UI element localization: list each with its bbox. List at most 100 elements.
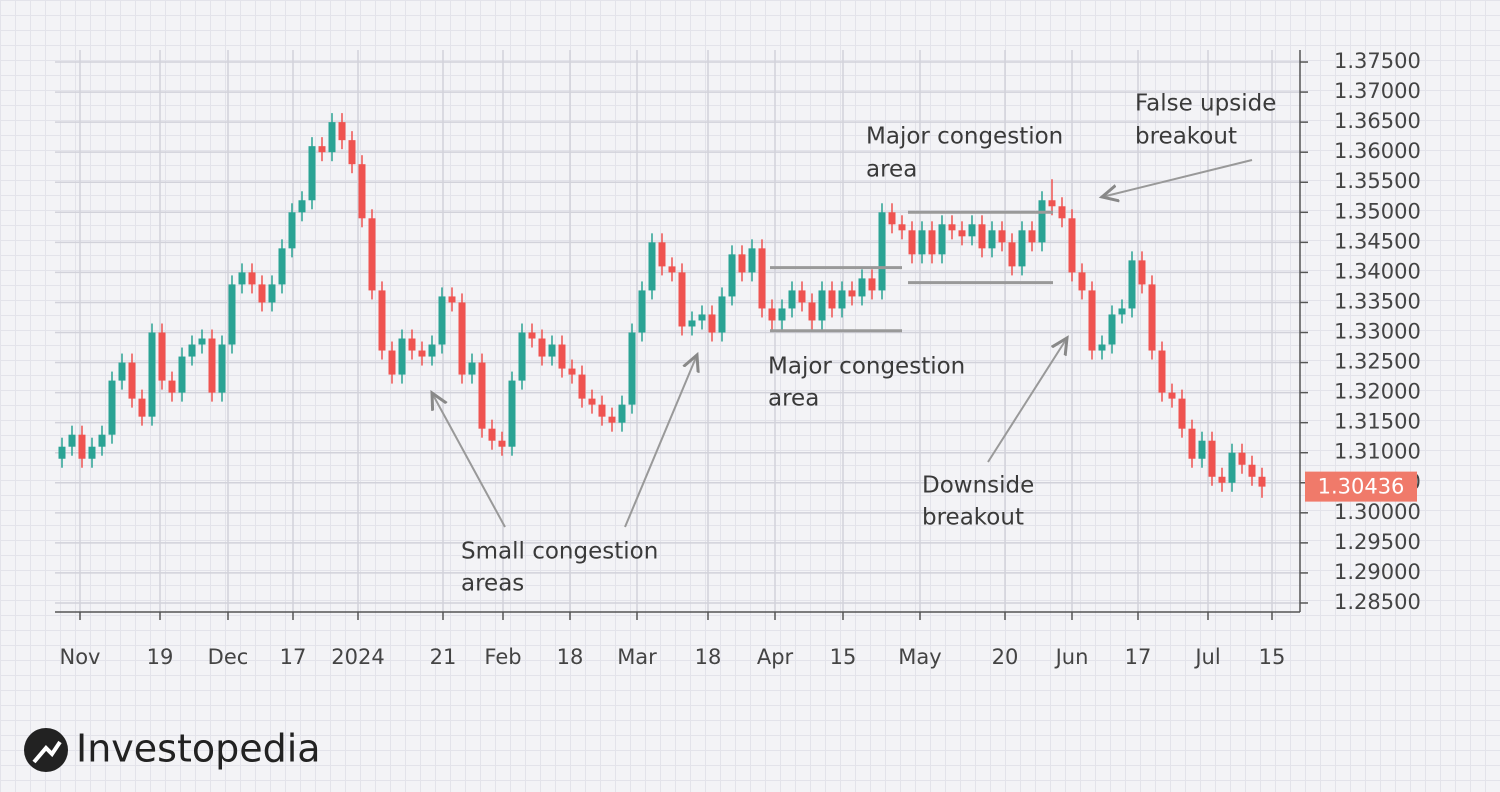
candle-body <box>268 284 276 303</box>
x-tick-label: Dec <box>208 645 249 669</box>
candle-body <box>578 374 586 399</box>
annotation: area <box>866 157 917 183</box>
candle-body <box>278 248 286 285</box>
candle-body <box>338 122 346 141</box>
y-tick-label: 1.34000 <box>1334 259 1421 283</box>
candle-body <box>68 434 76 447</box>
candle-body <box>508 380 516 447</box>
candle-body <box>88 446 96 459</box>
y-tick-label: 1.34500 <box>1334 229 1421 253</box>
x-tick-label: 2024 <box>331 645 384 669</box>
candle-body <box>548 344 556 357</box>
candle-body <box>1098 344 1106 351</box>
x-tick-label: Jul <box>1193 645 1220 669</box>
candle-body <box>978 224 986 249</box>
x-tick-label: Mar <box>617 645 657 669</box>
y-tick-label: 1.29500 <box>1334 530 1421 554</box>
y-tick-label: 1.32500 <box>1334 350 1421 374</box>
candle-body <box>428 344 436 357</box>
y-tick-label: 1.35000 <box>1334 199 1421 223</box>
candle-body <box>228 284 236 345</box>
candle-body <box>1078 272 1086 291</box>
annotation: areas <box>461 571 524 597</box>
candle-body <box>598 404 606 417</box>
candle-body <box>848 290 856 297</box>
candle-body <box>438 296 446 345</box>
candle-body <box>458 302 466 375</box>
arrow <box>432 393 506 528</box>
candle-body <box>778 308 786 321</box>
candle-body <box>218 344 226 393</box>
candle-body <box>608 416 616 423</box>
candle-body <box>948 224 956 231</box>
candle-body <box>258 284 266 303</box>
candle-body <box>768 308 776 321</box>
candle-body <box>328 122 336 153</box>
candle-body <box>838 290 846 309</box>
candle-body <box>758 248 766 309</box>
candle-body <box>808 302 816 321</box>
arrow <box>1102 159 1253 197</box>
candle-body <box>968 224 976 237</box>
candle-body <box>528 332 536 339</box>
candle-body <box>708 314 716 333</box>
candle-body <box>1158 350 1166 393</box>
candle-body <box>718 296 726 333</box>
candle-body <box>248 272 256 285</box>
candle-body <box>818 290 826 321</box>
candle-body <box>1008 242 1016 267</box>
candle-body <box>1018 230 1026 267</box>
x-tick-label: 21 <box>430 645 457 669</box>
candle-body <box>288 212 296 249</box>
candle-body <box>198 338 206 345</box>
y-tick-label: 1.36000 <box>1334 139 1421 163</box>
candle-body <box>998 230 1006 243</box>
candle-body <box>1058 206 1066 219</box>
candle-body <box>1228 452 1236 483</box>
candle-body <box>558 344 566 369</box>
x-tick-label: Feb <box>484 645 521 669</box>
candle-body <box>188 344 196 357</box>
candle-body <box>1088 290 1096 351</box>
candle-body <box>388 350 396 375</box>
candle-body <box>1188 428 1196 459</box>
candle-body <box>1108 314 1116 345</box>
annotation: Downside <box>922 473 1034 499</box>
y-tick-label: 1.28500 <box>1334 590 1421 614</box>
candle-body <box>958 230 966 237</box>
logo-mark <box>32 740 62 764</box>
last-price-label: 1.30436 <box>1318 475 1405 499</box>
candle-body <box>98 434 106 447</box>
x-tick-label: May <box>898 645 941 669</box>
annotation: Small congestion <box>461 539 658 565</box>
candle-body <box>178 356 186 393</box>
candle-body <box>648 242 656 291</box>
candle-body <box>668 266 676 273</box>
candle-body <box>1028 230 1036 243</box>
candle-body <box>208 338 216 393</box>
candle-body <box>1168 392 1176 399</box>
x-tick-label: 15 <box>1259 645 1286 669</box>
candle-body <box>1238 452 1246 465</box>
candle-body <box>918 230 926 255</box>
logo: Investopedia <box>24 727 321 772</box>
x-tick-label: 17 <box>280 645 307 669</box>
candle-body <box>478 362 486 429</box>
arrow <box>624 355 697 528</box>
candle-body <box>138 398 146 417</box>
candle-body <box>658 242 666 267</box>
candle-body <box>1138 260 1146 285</box>
candle-body <box>518 332 526 381</box>
y-tick-label: 1.31500 <box>1334 410 1421 434</box>
y-tick-label: 1.31000 <box>1334 440 1421 464</box>
candle-body <box>928 230 936 255</box>
candle-body <box>878 212 886 291</box>
y-tick-label: 1.37000 <box>1334 79 1421 103</box>
candle-body <box>108 380 116 435</box>
candle-body <box>588 398 596 405</box>
candle-body <box>1258 476 1266 487</box>
candle-body <box>348 140 356 165</box>
x-tick-label: Apr <box>757 645 794 669</box>
